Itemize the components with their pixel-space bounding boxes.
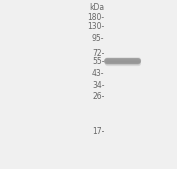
Text: 130-: 130- (87, 22, 104, 31)
Text: 55-: 55- (92, 57, 104, 66)
Text: 26-: 26- (92, 92, 104, 101)
Text: 43-: 43- (92, 69, 104, 78)
Text: kDa: kDa (89, 3, 104, 12)
Text: 34-: 34- (92, 81, 104, 90)
Text: 72-: 72- (92, 49, 104, 58)
Text: 17-: 17- (92, 127, 104, 136)
Text: 95-: 95- (92, 33, 104, 43)
Text: 180-: 180- (87, 13, 104, 22)
